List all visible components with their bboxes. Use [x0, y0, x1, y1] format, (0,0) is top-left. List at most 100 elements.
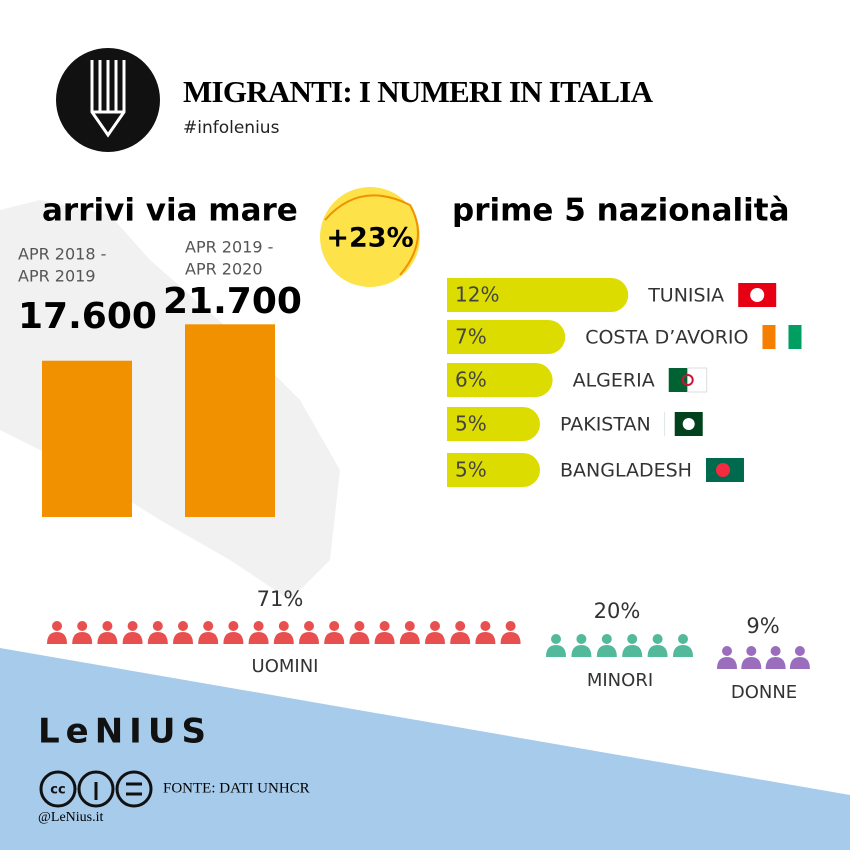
person-head	[278, 621, 289, 631]
nationality-value: 5%	[455, 412, 487, 436]
flag	[681, 374, 694, 386]
person-head	[52, 621, 62, 631]
change-circle	[320, 187, 420, 287]
flag-icon	[668, 367, 708, 393]
nationality-bar-edge	[447, 363, 467, 397]
person-head	[102, 621, 113, 631]
cc-icons: cc	[39, 770, 153, 808]
blue-band	[0, 648, 850, 850]
flag-icon	[664, 412, 703, 436]
nationality-value: 12%	[455, 283, 499, 307]
person-body	[717, 657, 737, 669]
person-head	[203, 621, 214, 631]
flag	[668, 368, 688, 392]
person-head	[576, 634, 587, 644]
person-body	[122, 632, 143, 644]
person-head	[77, 621, 88, 631]
person-head	[480, 621, 491, 631]
nationalities-title: prime 5 nazionalità	[452, 193, 790, 229]
arrivals-title: arrivi via mare	[42, 193, 298, 229]
nationality-bar	[447, 453, 540, 487]
person-body	[500, 632, 521, 644]
person-body	[789, 657, 810, 669]
handle: @LeNius.it	[38, 810, 103, 825]
person-head	[627, 634, 638, 644]
svg-text:cc: cc	[50, 783, 65, 798]
person-body	[425, 632, 445, 644]
person-body	[475, 632, 496, 644]
nationality-bar	[447, 320, 566, 354]
person-head	[354, 621, 365, 631]
people-group	[47, 621, 521, 644]
gender-value: 20%	[594, 599, 641, 623]
title: MIGRANTI: I NUMERI IN ITALIA	[183, 74, 654, 109]
person-body	[299, 632, 319, 644]
person-head	[770, 646, 781, 656]
people-group	[546, 634, 693, 657]
person-body	[147, 632, 168, 644]
change-label: +23%	[326, 223, 413, 254]
nationality-name: PAKISTAN	[560, 414, 651, 436]
gender-value: 9%	[746, 614, 779, 638]
person-body	[248, 632, 269, 644]
person-head	[601, 634, 612, 644]
person-head	[127, 621, 138, 631]
person-body	[72, 632, 93, 644]
source: FONTE: DATI UNHCR	[163, 780, 310, 796]
person-body	[374, 632, 395, 644]
person-body	[47, 632, 67, 644]
period-label: APR 2019	[18, 267, 96, 286]
nationality-value: 5%	[455, 458, 487, 482]
flag	[715, 463, 730, 477]
person-head	[551, 634, 561, 644]
arrivals-bar	[42, 360, 132, 517]
person-head	[379, 621, 390, 631]
brand: LeNIUS	[38, 712, 212, 752]
person-head	[228, 621, 239, 631]
person-head	[455, 621, 466, 631]
person-head	[746, 646, 757, 656]
gender-name: DONNE	[731, 682, 797, 703]
gender-name: UOMINI	[252, 656, 319, 677]
person-head	[652, 634, 663, 644]
person-head	[329, 621, 340, 631]
person-body	[97, 632, 118, 644]
person-head	[253, 621, 264, 631]
nationality-bar-edge	[447, 320, 467, 354]
nationality-name: BANGLADESH	[560, 460, 692, 482]
person-head	[152, 621, 163, 631]
person-head	[404, 621, 415, 631]
nationality-value: 7%	[455, 325, 487, 349]
person-head	[505, 621, 516, 631]
nationality-bar	[447, 278, 629, 312]
nationality-bar	[447, 363, 553, 397]
period-value: 17.600	[18, 296, 157, 337]
flag	[762, 325, 776, 349]
nationality-bar-edge	[447, 453, 467, 487]
arrivals-bar	[185, 324, 275, 517]
person-head	[178, 621, 188, 631]
person-body	[198, 632, 219, 644]
change-swirl	[324, 194, 419, 276]
period-label: APR 2019 -	[185, 238, 273, 257]
period-value: 21.700	[163, 281, 302, 322]
person-body	[273, 632, 294, 644]
person-head	[794, 646, 805, 656]
nationality-name: TUNISIA	[647, 285, 724, 307]
flag	[788, 325, 802, 349]
person-body	[546, 645, 566, 657]
flag	[682, 418, 695, 430]
nationality-name: ALGERIA	[573, 370, 655, 392]
pencil-icon	[90, 60, 126, 138]
person-body	[765, 657, 786, 669]
person-body	[173, 632, 193, 644]
gender-value: 71%	[257, 587, 304, 611]
flag-icon	[705, 458, 744, 482]
flag-icon	[762, 325, 802, 349]
person-body	[647, 645, 668, 657]
flag	[750, 288, 765, 302]
nationality-name: COSTA D’AVORIO	[585, 327, 748, 349]
flag	[664, 412, 675, 436]
person-body	[622, 645, 643, 657]
